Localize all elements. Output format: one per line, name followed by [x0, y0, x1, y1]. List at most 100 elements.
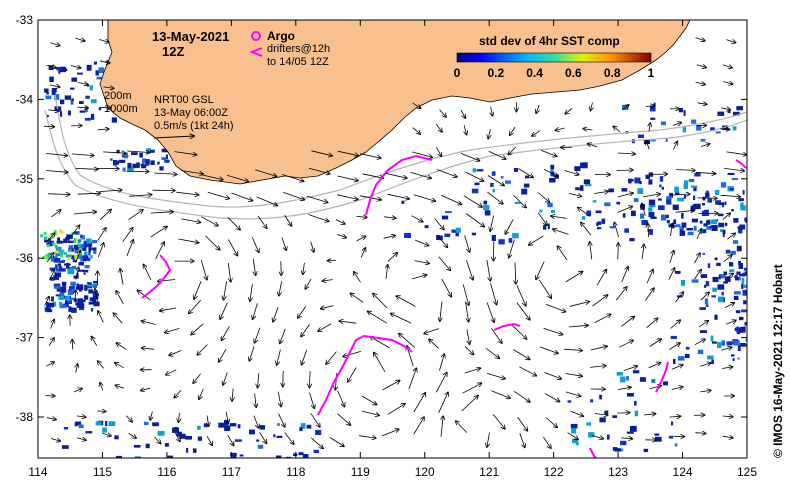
- sst-patch: [620, 376, 626, 383]
- sst-patch: [49, 277, 55, 281]
- sst-patch: [632, 370, 640, 374]
- current-vector: [113, 313, 123, 324]
- current-vector: [70, 66, 81, 69]
- sst-patch: [60, 66, 67, 73]
- sst-patch: [650, 138, 656, 142]
- sst-patch: [46, 244, 50, 248]
- lon-tick-label: 122: [544, 465, 564, 479]
- sst-patch: [742, 190, 745, 195]
- sst-patch: [90, 255, 93, 259]
- current-vector: [100, 61, 110, 63]
- sst-patch: [745, 219, 747, 223]
- sst-patch: [77, 244, 81, 248]
- current-vector: [649, 339, 661, 347]
- sst-patch: [86, 64, 92, 71]
- current-vector: [696, 65, 706, 68]
- current-vector: [485, 347, 499, 358]
- sst-patch: [597, 221, 602, 225]
- current-vector: [308, 214, 328, 222]
- current-vector: [591, 102, 593, 111]
- sst-patch: [259, 425, 265, 430]
- sst-patch: [679, 229, 683, 235]
- sst-patch: [700, 138, 706, 142]
- sst-patch: [95, 421, 102, 426]
- current-vector: [381, 429, 399, 437]
- current-vector: [441, 278, 452, 297]
- current-vector: [302, 349, 308, 365]
- current-vector: [645, 288, 654, 301]
- sst-patch: [639, 181, 642, 185]
- sst-patch: [734, 291, 741, 295]
- sst-patch: [65, 237, 70, 241]
- sst-patch: [229, 423, 237, 427]
- sst-patch: [490, 183, 494, 187]
- sst-patch: [77, 72, 83, 75]
- current-vector: [438, 256, 451, 271]
- sst-patch: [277, 423, 280, 426]
- sst-patch: [735, 310, 741, 314]
- sst-patch: [652, 204, 656, 208]
- sst-patch: [693, 225, 697, 231]
- sst-patch: [707, 198, 713, 203]
- sst-patch: [741, 283, 744, 289]
- current-vector: [361, 395, 377, 405]
- lon-tick-label: 119: [351, 465, 370, 479]
- sst-patch: [500, 176, 504, 179]
- current-vector: [541, 150, 556, 156]
- current-vector: [49, 85, 60, 87]
- sst-patch: [63, 68, 68, 71]
- sst-patch: [739, 224, 746, 230]
- current-vector: [122, 228, 133, 243]
- current-vector: [529, 235, 544, 245]
- sst-patch: [159, 166, 164, 171]
- current-vector: [694, 339, 705, 345]
- sst-patch: [74, 254, 78, 258]
- current-vector: [329, 437, 344, 447]
- current-vector: [150, 227, 167, 238]
- current-vector: [724, 168, 744, 171]
- current-vector: [255, 327, 261, 343]
- current-vector: [565, 391, 581, 396]
- lon-tick-label: 117: [222, 465, 241, 479]
- current-vector: [205, 235, 220, 250]
- current-vector: [126, 415, 132, 422]
- current-vector: [178, 238, 198, 243]
- current-vector: [258, 373, 259, 388]
- current-vector: [538, 279, 551, 298]
- current-vector: [513, 195, 527, 207]
- sst-patch: [78, 239, 82, 243]
- sst-patch: [86, 238, 92, 244]
- sst-patch: [83, 240, 89, 247]
- sst-patch: [44, 88, 49, 93]
- sst-patch: [684, 353, 690, 358]
- current-vector: [491, 106, 493, 116]
- current-vector: [116, 291, 124, 304]
- sst-patch: [60, 230, 64, 234]
- current-vector: [464, 368, 481, 374]
- sst-patch: [64, 95, 72, 100]
- sst-patch: [715, 131, 721, 134]
- current-vector: [415, 239, 428, 246]
- sst-patch: [62, 282, 66, 288]
- sst-patch: [145, 443, 150, 449]
- current-vector: [668, 268, 675, 280]
- sst-patch: [95, 70, 99, 76]
- sst-patch: [45, 307, 51, 312]
- current-vector: [491, 390, 510, 399]
- sst-patch: [584, 184, 592, 187]
- current-vector: [644, 414, 655, 415]
- sst-patch: [620, 440, 627, 446]
- sst-patch: [76, 283, 80, 287]
- sst-patch: [633, 198, 639, 203]
- sst-patch: [44, 236, 48, 240]
- current-vector: [141, 388, 151, 390]
- sst-patch: [56, 288, 61, 292]
- current-vector: [436, 147, 442, 156]
- sst-patch: [616, 372, 623, 376]
- sst-patch: [707, 355, 714, 360]
- sst-patch: [56, 67, 62, 71]
- sst-patch: [661, 186, 664, 190]
- current-vector: [412, 102, 421, 108]
- sst-patch: [673, 219, 677, 224]
- current-vector: [219, 349, 227, 362]
